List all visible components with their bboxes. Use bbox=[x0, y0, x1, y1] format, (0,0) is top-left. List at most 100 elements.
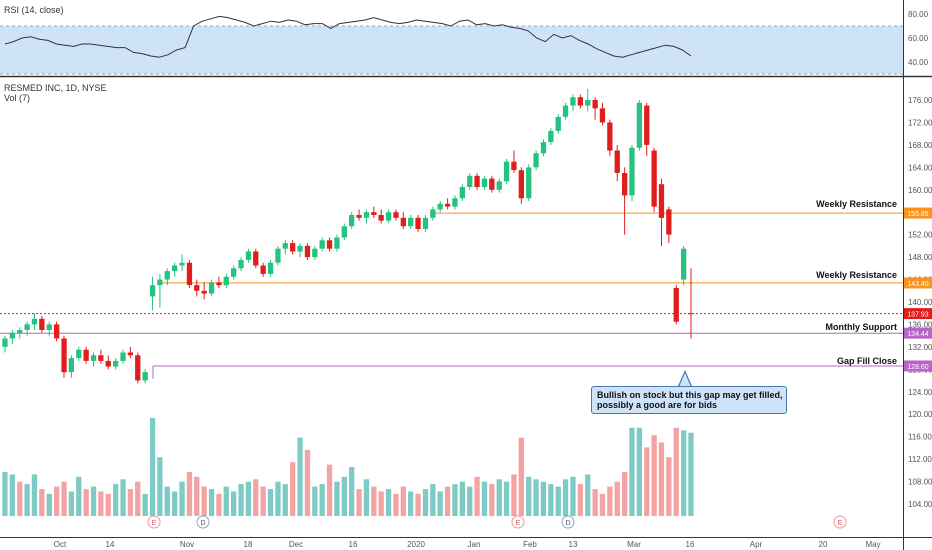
volume-bar bbox=[607, 486, 613, 516]
event-badge-e-3[interactable]: E bbox=[833, 515, 847, 529]
candle bbox=[238, 257, 244, 272]
volume-bar bbox=[562, 479, 569, 517]
time-label: Apr bbox=[750, 540, 763, 549]
candle-body bbox=[223, 276, 229, 286]
event-badge-text: E bbox=[152, 520, 157, 527]
candle-body bbox=[304, 245, 311, 258]
volume-bar bbox=[61, 481, 67, 516]
candle-body bbox=[378, 215, 384, 221]
volume-bar bbox=[297, 437, 303, 516]
volume-bar bbox=[172, 491, 178, 516]
candle-body bbox=[113, 360, 119, 367]
volume-bar bbox=[334, 481, 340, 516]
candle bbox=[651, 147, 657, 213]
candle-body bbox=[31, 318, 38, 325]
price-tag-background bbox=[904, 360, 932, 372]
candle bbox=[341, 223, 347, 241]
candle-body bbox=[267, 262, 274, 274]
price-tag-text: 155.85 bbox=[907, 211, 929, 218]
candle bbox=[164, 268, 170, 286]
candle-body bbox=[644, 105, 650, 145]
volume-bar bbox=[363, 479, 370, 517]
volume-bar bbox=[127, 489, 133, 517]
volume-bar bbox=[245, 481, 252, 516]
candle bbox=[474, 172, 480, 190]
volume-bar bbox=[592, 489, 598, 517]
price-tag: 137.93 bbox=[904, 308, 932, 320]
candle-body bbox=[17, 330, 23, 333]
price-tag: 155.85 bbox=[904, 207, 932, 219]
volume-bar bbox=[282, 484, 288, 516]
candle bbox=[297, 243, 303, 258]
event-badge-e-1[interactable]: E bbox=[147, 515, 161, 529]
candle bbox=[393, 209, 399, 221]
rsi-panel[interactable]: RSI (14, close) 80.00 60.00 40.00 bbox=[0, 5, 929, 75]
volume-bar bbox=[83, 489, 89, 517]
volume-bar bbox=[599, 493, 606, 516]
time-label: 13 bbox=[569, 540, 578, 549]
candle-body bbox=[194, 285, 200, 291]
volume-bar bbox=[533, 479, 539, 517]
volume-bar bbox=[260, 486, 266, 516]
candle bbox=[260, 262, 266, 277]
level-lines bbox=[0, 212, 903, 379]
volume-bar bbox=[555, 486, 561, 516]
volume-bar bbox=[157, 457, 163, 516]
price-tag-text: 137.93 bbox=[907, 312, 929, 319]
candle bbox=[267, 259, 274, 277]
volume-bar bbox=[511, 474, 517, 516]
candle-body bbox=[105, 360, 111, 367]
candle bbox=[326, 237, 333, 252]
rsi-title: RSI (14, close) bbox=[4, 5, 64, 15]
volume-bars bbox=[2, 418, 694, 517]
callout-line-2: possibly a good are for bids bbox=[597, 400, 718, 410]
price-tag-background bbox=[904, 308, 932, 320]
candle bbox=[275, 245, 281, 266]
candle bbox=[9, 330, 15, 345]
candle-body bbox=[408, 217, 414, 227]
volume-bar bbox=[238, 484, 244, 516]
event-badge-d-1[interactable]: D bbox=[196, 515, 210, 529]
candle bbox=[127, 346, 133, 359]
time-label: Nov bbox=[180, 540, 194, 549]
candle bbox=[356, 209, 362, 221]
volume-bar bbox=[9, 474, 15, 516]
candle-body bbox=[76, 349, 82, 359]
candle bbox=[61, 335, 67, 378]
callout-note[interactable]: Bullish on stock but this gap may get fi… bbox=[591, 386, 787, 414]
price-tick-label: 120.00 bbox=[908, 410, 932, 419]
candle-body bbox=[201, 290, 207, 294]
volume-bar bbox=[474, 476, 480, 516]
event-badge-e-2[interactable]: E bbox=[511, 515, 525, 529]
volume-bar bbox=[120, 479, 126, 517]
candle-body bbox=[90, 355, 97, 361]
volume-bar bbox=[577, 484, 583, 516]
candle bbox=[223, 273, 229, 288]
candle bbox=[658, 178, 665, 246]
volume-bar bbox=[201, 486, 207, 516]
price-tick-label: 176.00 bbox=[908, 96, 932, 105]
volume-bar bbox=[629, 427, 635, 516]
volume-bar bbox=[356, 489, 362, 517]
candle bbox=[172, 262, 178, 277]
candle-body bbox=[61, 338, 67, 373]
volume-bar bbox=[385, 489, 392, 517]
candle bbox=[216, 276, 222, 288]
price-tick-label: 112.00 bbox=[908, 455, 932, 464]
candle bbox=[17, 327, 23, 339]
candle-body bbox=[297, 245, 303, 252]
price-tag-background bbox=[904, 327, 932, 339]
volume-bar bbox=[651, 435, 657, 516]
price-tick-label: 136.00 bbox=[908, 320, 932, 329]
candle bbox=[46, 321, 52, 336]
candle-body bbox=[459, 187, 465, 199]
volume-bar bbox=[164, 486, 170, 516]
event-badge-d-2[interactable]: D bbox=[561, 515, 575, 529]
time-label: 16 bbox=[686, 540, 695, 549]
candle-body bbox=[349, 215, 355, 227]
candle bbox=[371, 206, 377, 218]
time-label: Oct bbox=[54, 540, 67, 549]
candle bbox=[636, 100, 642, 151]
volume-bar bbox=[681, 430, 687, 517]
